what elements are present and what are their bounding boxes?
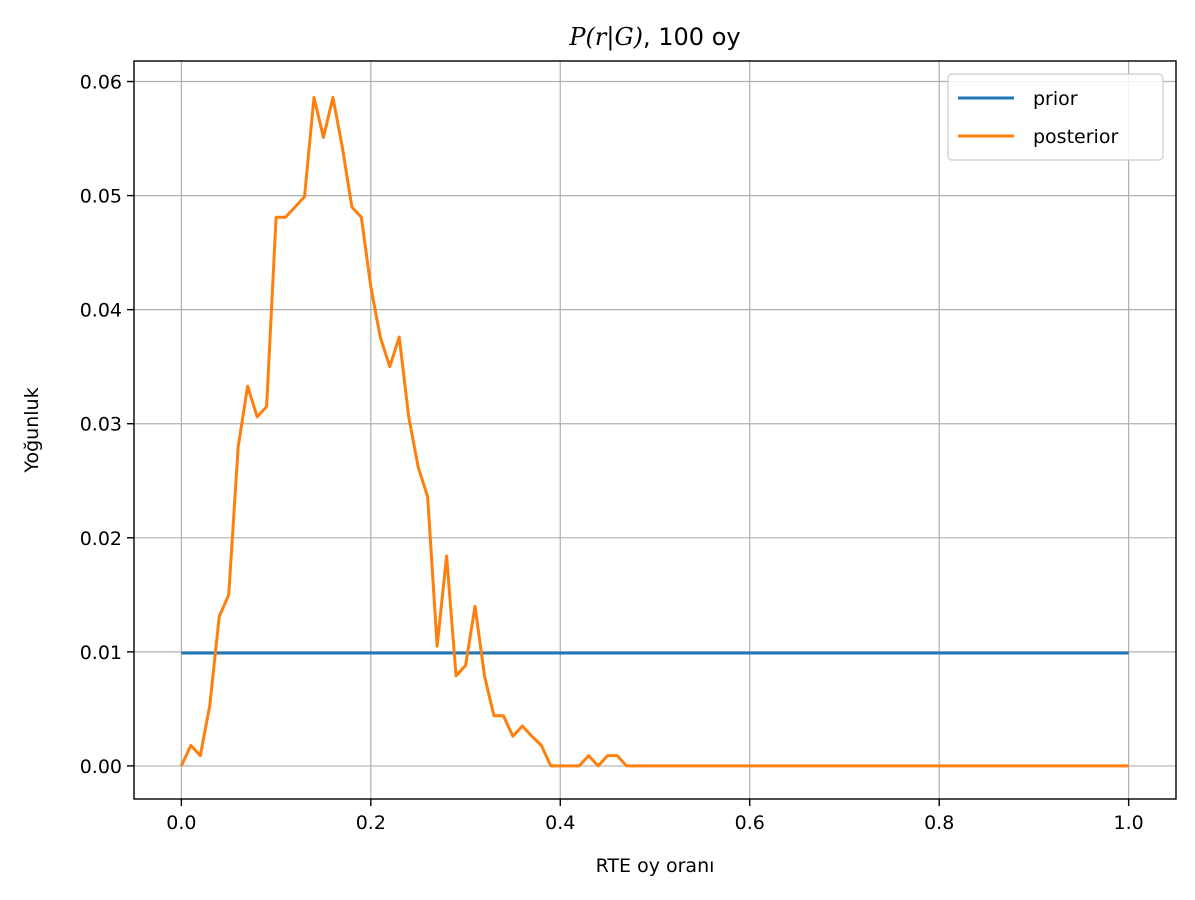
x-axis-label: RTE oy oranı [596,855,715,877]
legend-box [947,73,1164,161]
y-tick-label: 0.05 [80,186,122,208]
plot-frame [133,60,1177,800]
x-tick-label: 0.0 [166,812,196,834]
series-lines [179,96,1129,768]
chart-title-suffix: , 100 oy [643,23,741,51]
y-tick-label: 0.02 [80,528,122,550]
y-axis-ticks: 0.00 0.01 0.02 0.03 0.04 0.05 0.06 [80,72,134,778]
y-axis-label: Yoğunluk [21,387,43,473]
y-tick-label: 0.00 [80,756,122,778]
y-tick-label: 0.04 [80,300,122,322]
x-tick-label: 0.2 [356,812,386,834]
y-tick-label: 0.06 [80,72,122,94]
x-tick-label: 0.4 [545,812,575,834]
chart-title: P(r|G), 100 oy [568,23,740,52]
y-tick-label: 0.01 [80,642,122,664]
legend-label-prior: prior [1033,88,1078,110]
x-tick-label: 0.6 [735,812,765,834]
grid-lines [134,61,1176,799]
x-tick-label: 0.8 [924,812,954,834]
chart-title-math: P(r|G) [568,23,643,52]
x-axis-ticks: 0.0 0.2 0.4 0.6 0.8 1.0 [166,799,1144,834]
y-tick-label: 0.03 [80,414,122,436]
series-line-posterior [179,96,1129,768]
x-tick-label: 1.0 [1114,812,1144,834]
legend-label-posterior: posterior [1033,126,1118,148]
legend: prior posterior [947,73,1164,161]
